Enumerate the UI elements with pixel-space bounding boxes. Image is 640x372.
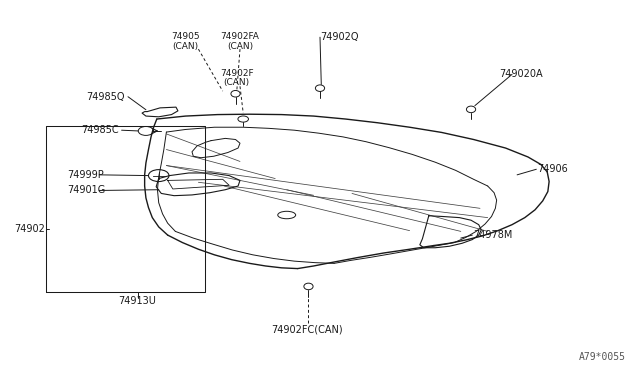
- Text: 74978M: 74978M: [474, 230, 513, 240]
- Text: 74985Q: 74985Q: [86, 92, 125, 102]
- Text: 74902Q: 74902Q: [320, 32, 358, 42]
- Text: 74902: 74902: [14, 224, 45, 234]
- Text: 74902F
(CAN): 74902F (CAN): [220, 69, 253, 87]
- Text: A79*0055: A79*0055: [579, 352, 626, 362]
- Text: 74999P: 74999P: [67, 170, 104, 180]
- Text: 74905
(CAN): 74905 (CAN): [172, 32, 200, 51]
- Text: 74985C: 74985C: [81, 125, 118, 135]
- Text: 74906: 74906: [538, 164, 568, 174]
- Text: 74902FA
(CAN): 74902FA (CAN): [221, 32, 259, 51]
- Text: 74913U: 74913U: [118, 296, 157, 305]
- Text: 74901G: 74901G: [67, 186, 106, 195]
- Text: 749020A: 749020A: [499, 70, 543, 79]
- Text: 74902FC(CAN): 74902FC(CAN): [271, 324, 343, 334]
